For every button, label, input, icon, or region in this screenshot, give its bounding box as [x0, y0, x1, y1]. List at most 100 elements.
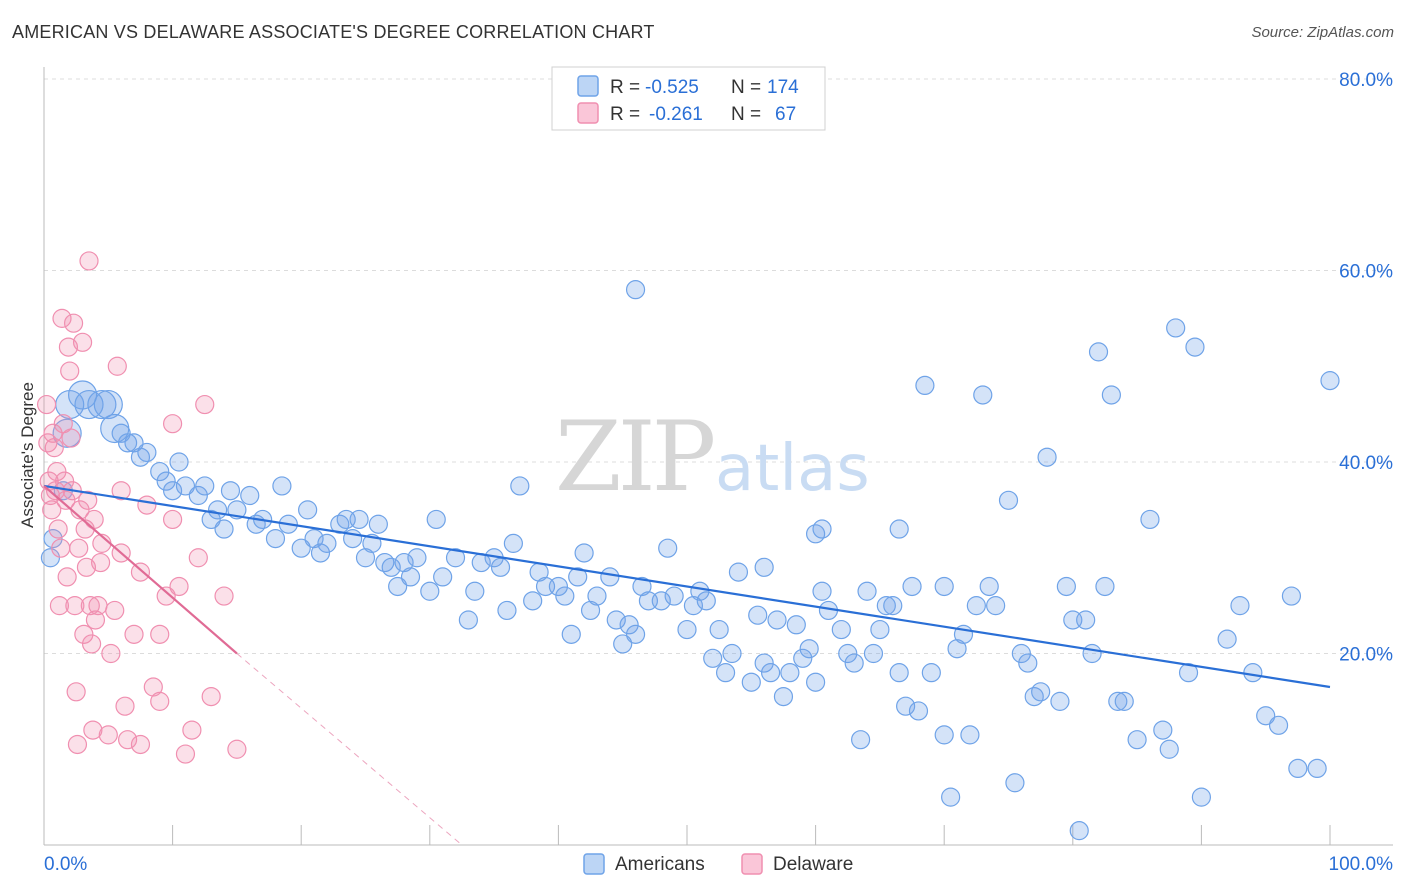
delaware-point-61 [201, 686, 221, 707]
americans-point-15 [150, 461, 170, 482]
americans-point-147 [1140, 509, 1160, 530]
americans-point-59 [490, 557, 511, 577]
americans-point-70 [574, 543, 594, 563]
americans-point-56 [465, 581, 485, 601]
americans-point-12 [124, 433, 144, 453]
delaware-point-35 [83, 720, 103, 740]
delaware-point-43 [105, 600, 125, 621]
delaware-point-63 [227, 739, 247, 759]
y-tick-label-2: 60.0% [1339, 262, 1393, 283]
americans-point-134 [1037, 447, 1057, 467]
americans-point-99 [786, 615, 806, 635]
watermark-atlas: atlas [715, 432, 870, 506]
legend-swatch-delaware [577, 102, 599, 124]
delaware-point-24 [67, 734, 88, 755]
americans-point-119 [921, 663, 941, 683]
americans-point-48 [394, 552, 414, 573]
americans-point-86 [696, 591, 716, 611]
americans-point-93 [748, 605, 768, 625]
delaware-point-17 [58, 337, 79, 357]
delaware-point-30 [76, 557, 97, 577]
delaware-trend-extension [236, 653, 463, 846]
americans-point-50 [407, 548, 427, 568]
legend-r-label-delaware: R = [610, 104, 640, 125]
americans-point-46 [381, 557, 401, 577]
americans-point-80 [651, 591, 671, 611]
americans-point-154 [1217, 629, 1237, 649]
americans-point-135 [1050, 691, 1070, 711]
americans-point-76 [619, 615, 639, 635]
americans-point-69 [568, 567, 588, 587]
correlation-legend: R = -0.525 N = 174 R = -0.261 N = 67 [551, 66, 826, 131]
americans-point-120 [934, 725, 954, 745]
americans-point-31 [272, 476, 292, 496]
americans-point-41 [349, 509, 369, 530]
americans-point-44 [368, 514, 388, 534]
americans-point-33 [291, 538, 311, 558]
americans-point-30 [265, 528, 286, 549]
americans-point-150 [1166, 318, 1186, 338]
delaware-point-44 [107, 356, 127, 376]
americans-point-149 [1159, 739, 1179, 759]
americans-point-36 [310, 543, 331, 563]
source-label: Source: ZipAtlas.com [1251, 24, 1394, 41]
americans-point-37 [317, 533, 337, 553]
americans-point-111 [870, 619, 890, 640]
x-tick-label-0: 0.0% [44, 854, 87, 875]
americans-point-94 [754, 653, 774, 673]
series-legend: Americans Delaware [583, 853, 853, 875]
americans-point-92 [741, 672, 761, 692]
legend-n-value-delaware: 67 [775, 104, 796, 125]
americans-point-138 [1069, 821, 1089, 841]
delaware-point-37 [85, 610, 106, 630]
americans-point-87 [703, 648, 723, 668]
americans-point-53 [433, 567, 453, 587]
americans-point-136 [1056, 576, 1076, 597]
americans-point-73 [600, 567, 620, 587]
x-tick-label-1: 100.0% [1329, 854, 1394, 875]
series-americans [40, 280, 1340, 841]
americans-point-35 [304, 528, 324, 549]
americans-point-17 [163, 481, 183, 501]
delaware-point-66 [150, 691, 170, 711]
delaware-point-21 [63, 313, 84, 333]
delaware-point-16 [57, 567, 77, 587]
americans-point-124 [960, 725, 980, 745]
americans-point-143 [1101, 385, 1121, 405]
americans-point-101 [799, 639, 819, 659]
legend-r-value-delaware: -0.261 [649, 104, 703, 125]
delaware-point-64 [130, 734, 151, 755]
americans-point-63 [523, 591, 543, 611]
delaware-point-12 [52, 308, 72, 328]
delaware-point-25 [69, 538, 89, 558]
americans-point-54 [445, 548, 466, 568]
americans-trend-line [43, 484, 1331, 689]
delaware-point-31 [78, 490, 98, 510]
delaware-point-32 [79, 251, 99, 271]
americans-point-23 [208, 500, 228, 520]
americans-point-61 [503, 533, 523, 553]
americans-point-68 [561, 624, 581, 644]
americans-point-98 [780, 663, 800, 683]
delaware-point-23 [66, 682, 86, 702]
delaware-point-49 [124, 624, 144, 644]
americans-point-90 [722, 643, 742, 664]
legend-r-value-americans: -0.525 [645, 77, 699, 98]
americans-point-145 [1114, 691, 1134, 711]
delaware-point-57 [175, 744, 196, 764]
delaware-point-4 [42, 500, 62, 520]
americans-point-18 [169, 452, 189, 472]
americans-point-71 [580, 600, 601, 621]
bottom-legend-swatch-americans [583, 853, 605, 875]
americans-point-113 [883, 596, 903, 616]
americans-point-159 [1281, 586, 1302, 606]
delaware-point-50 [130, 562, 151, 582]
americans-point-51 [420, 581, 440, 601]
americans-point-10 [111, 423, 131, 443]
americans-point-1 [43, 528, 63, 549]
americans-point-72 [587, 586, 607, 606]
americans-point-83 [677, 619, 697, 640]
americans-point-126 [979, 576, 999, 597]
delaware-point-60 [195, 394, 215, 415]
americans-point-105 [831, 619, 851, 640]
